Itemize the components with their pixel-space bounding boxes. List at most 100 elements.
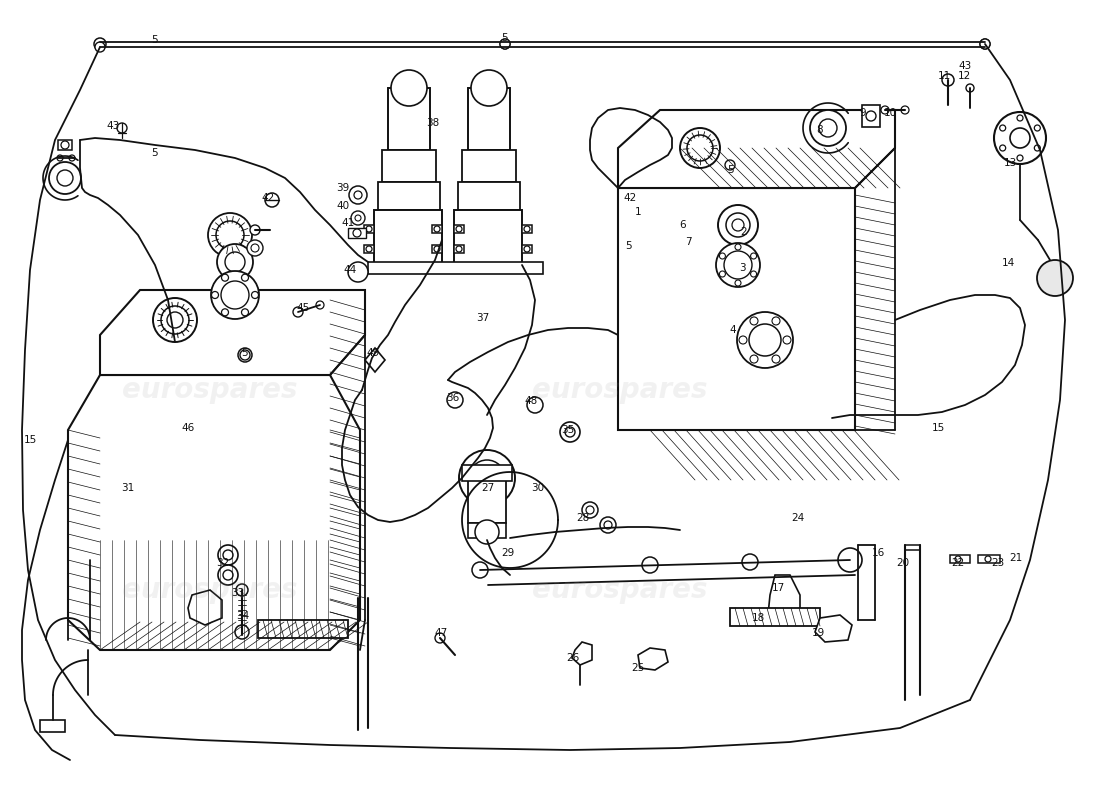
Circle shape — [153, 298, 197, 342]
Text: 9: 9 — [860, 108, 867, 118]
Bar — [368, 262, 543, 274]
Circle shape — [725, 160, 735, 170]
Circle shape — [735, 280, 741, 286]
Bar — [468, 88, 510, 150]
Circle shape — [248, 240, 263, 256]
Circle shape — [117, 123, 126, 133]
Text: eurospares: eurospares — [122, 576, 298, 604]
Circle shape — [211, 291, 219, 298]
Text: 36: 36 — [447, 393, 460, 403]
Text: 5: 5 — [502, 33, 508, 43]
Bar — [862, 105, 880, 127]
Circle shape — [642, 557, 658, 573]
Circle shape — [582, 502, 598, 518]
Circle shape — [942, 74, 954, 86]
Text: 7: 7 — [684, 237, 691, 247]
Text: 11: 11 — [937, 71, 950, 81]
Circle shape — [316, 301, 324, 309]
Text: 3: 3 — [739, 263, 746, 273]
Circle shape — [955, 556, 961, 562]
Circle shape — [750, 253, 757, 259]
Text: 1: 1 — [635, 207, 641, 217]
Circle shape — [680, 128, 720, 168]
Text: 26: 26 — [566, 653, 580, 663]
Circle shape — [742, 554, 758, 570]
Text: 5: 5 — [152, 35, 158, 45]
Text: 16: 16 — [871, 548, 884, 558]
Text: 14: 14 — [1001, 258, 1014, 268]
Circle shape — [994, 112, 1046, 164]
Circle shape — [57, 155, 63, 161]
Circle shape — [735, 244, 741, 250]
Bar — [978, 555, 1000, 563]
Bar — [348, 228, 366, 238]
Circle shape — [750, 355, 758, 363]
Circle shape — [718, 205, 758, 245]
Circle shape — [293, 307, 303, 317]
Circle shape — [719, 271, 725, 277]
Circle shape — [881, 106, 889, 114]
Polygon shape — [618, 188, 855, 430]
Polygon shape — [618, 110, 895, 188]
Bar — [454, 245, 464, 253]
Circle shape — [223, 570, 233, 580]
Text: 48: 48 — [525, 396, 538, 406]
Text: 44: 44 — [343, 265, 356, 275]
Circle shape — [750, 317, 758, 325]
Circle shape — [838, 548, 862, 572]
Polygon shape — [188, 590, 222, 625]
Text: 42: 42 — [262, 193, 275, 203]
Bar — [432, 245, 442, 253]
Text: 42: 42 — [624, 193, 637, 203]
Circle shape — [469, 460, 505, 496]
Circle shape — [226, 252, 245, 272]
Bar — [458, 182, 520, 210]
Circle shape — [240, 350, 250, 360]
Circle shape — [221, 274, 229, 281]
Circle shape — [95, 42, 104, 52]
Bar — [364, 225, 374, 233]
Circle shape — [1000, 125, 1005, 131]
Circle shape — [218, 565, 238, 585]
Circle shape — [236, 584, 248, 596]
Circle shape — [348, 262, 369, 282]
Text: 45: 45 — [296, 303, 309, 313]
Circle shape — [527, 397, 543, 413]
Text: 47: 47 — [434, 628, 448, 638]
Text: 23: 23 — [991, 558, 1004, 568]
Bar — [378, 182, 440, 210]
Text: 31: 31 — [121, 483, 134, 493]
Circle shape — [217, 244, 253, 280]
Circle shape — [1037, 260, 1072, 296]
Bar — [468, 478, 506, 523]
Text: 15: 15 — [23, 435, 36, 445]
Circle shape — [604, 521, 612, 529]
Circle shape — [211, 271, 258, 319]
Text: 5: 5 — [727, 165, 734, 175]
Circle shape — [1018, 155, 1023, 161]
Circle shape — [732, 219, 744, 231]
Circle shape — [475, 520, 499, 544]
Text: 5: 5 — [152, 148, 158, 158]
Bar — [454, 225, 464, 233]
Text: 33: 33 — [231, 588, 244, 598]
Text: 43: 43 — [107, 121, 120, 131]
Circle shape — [783, 336, 791, 344]
Text: 12: 12 — [957, 71, 970, 81]
Circle shape — [265, 193, 279, 207]
Circle shape — [221, 281, 249, 309]
Circle shape — [716, 243, 760, 287]
Text: 21: 21 — [1010, 553, 1023, 563]
Text: 38: 38 — [427, 118, 440, 128]
Text: 6: 6 — [680, 220, 686, 230]
Polygon shape — [365, 348, 385, 372]
Circle shape — [235, 625, 249, 639]
Circle shape — [820, 119, 837, 137]
Circle shape — [737, 312, 793, 368]
Polygon shape — [572, 642, 592, 665]
Circle shape — [221, 309, 229, 316]
Circle shape — [242, 274, 249, 281]
Circle shape — [252, 291, 258, 298]
Text: 37: 37 — [476, 313, 490, 323]
Circle shape — [600, 517, 616, 533]
